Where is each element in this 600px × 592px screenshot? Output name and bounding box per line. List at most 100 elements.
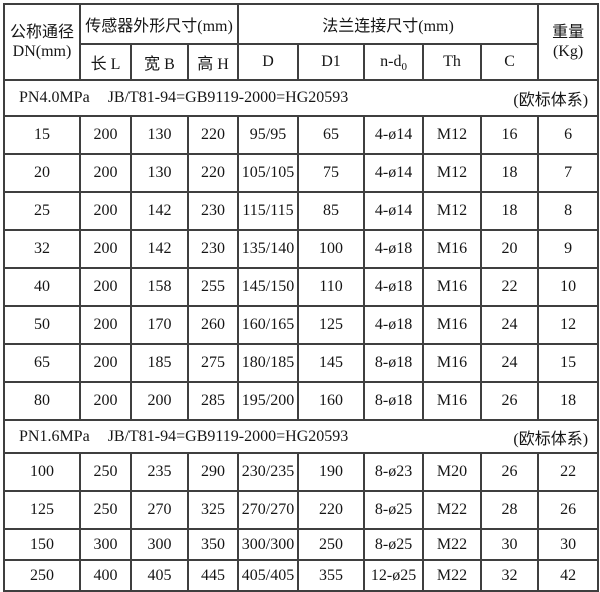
cell-width-b: 170 (130, 305, 189, 345)
header-weight-line2: (Kg) (552, 43, 584, 60)
cell-n-d0: 8-ø23 (363, 452, 425, 492)
table-row: 40 200 158 255 145/150 110 4-ø18 M16 22 … (3, 267, 600, 307)
cell-weight: 42 (537, 559, 600, 592)
table-row: 150 300 300 350 300/300 250 8-ø25 M22 30… (3, 528, 600, 561)
cell-dn: 15 (3, 115, 81, 155)
cell-th: M22 (422, 559, 483, 592)
cell-width-b: 130 (130, 153, 189, 193)
header-sensor-group: 传感器外形尺寸(mm) (78, 3, 240, 45)
section-standard-label: JB/T81-94=GB9119-2000=HG20593 (107, 89, 349, 106)
cell-weight: 9 (537, 229, 600, 269)
table-row: 65 200 185 275 180/185 145 8-ø18 M16 24 … (3, 343, 600, 383)
cell-width-b: 185 (130, 343, 189, 383)
cell-d: 135/140 (237, 229, 300, 269)
table-row: 20 200 130 220 105/105 75 4-ø14 M12 18 7 (3, 153, 600, 193)
cell-height-h: 285 (186, 381, 240, 421)
cell-height-h: 290 (186, 452, 240, 492)
spec-table: 公称通径 DN(mm) 传感器外形尺寸(mm) 法兰连接尺寸(mm) 重量 (K… (2, 3, 600, 592)
table-row: 100 250 235 290 230/235 190 8-ø23 M20 26… (3, 452, 600, 492)
cell-c: 22 (480, 267, 540, 307)
cell-c: 28 (480, 490, 540, 530)
cell-weight: 7 (537, 153, 600, 193)
cell-weight: 6 (537, 115, 600, 155)
cell-th: M22 (422, 490, 483, 530)
cell-length-l: 250 (79, 490, 132, 530)
header-dn-line1: 公称通径 (9, 24, 74, 41)
cell-weight: 26 (537, 490, 600, 530)
section-note-label: (欧标体系) (513, 430, 589, 448)
cell-height-h: 220 (186, 115, 240, 155)
cell-length-l: 400 (79, 559, 132, 592)
table-row: 25 200 142 230 115/115 85 4-ø14 M12 18 8 (3, 191, 600, 231)
cell-width-b: 142 (130, 229, 189, 269)
cell-c: 20 (480, 229, 540, 269)
cell-d1: 190 (297, 452, 366, 492)
section-pn-label: PN1.6MPa (19, 427, 90, 445)
table-row: 125 250 270 325 270/270 220 8-ø25 M22 28… (3, 490, 600, 530)
cell-th: M22 (422, 528, 483, 561)
cell-length-l: 200 (79, 305, 132, 345)
cell-length-l: 200 (79, 381, 132, 421)
cell-weight: 10 (537, 267, 600, 307)
cell-weight: 22 (537, 452, 600, 492)
cell-th: M16 (422, 229, 483, 269)
cell-th: M16 (422, 381, 483, 421)
cell-length-l: 250 (79, 452, 132, 492)
cell-height-h: 230 (186, 229, 240, 269)
cell-d: 145/150 (237, 267, 300, 307)
section-row-pn40: PN4.0MPa JB/T81-94=GB9119-2000=HG20593 (… (2, 79, 600, 117)
cell-dn: 150 (3, 528, 81, 561)
cell-height-h: 255 (186, 267, 240, 307)
cell-height-h: 350 (186, 528, 240, 561)
cell-n-d0: 12-ø25 (363, 559, 425, 592)
cell-th: M16 (422, 305, 483, 345)
cell-height-h: 230 (186, 191, 240, 231)
cell-c: 32 (480, 559, 540, 592)
header-c: C (480, 43, 540, 81)
cell-d1: 85 (297, 191, 366, 231)
cell-th: M12 (422, 191, 483, 231)
cell-c: 24 (480, 343, 540, 383)
cell-height-h: 260 (186, 305, 240, 345)
cell-length-l: 200 (79, 153, 132, 193)
cell-d1: 125 (297, 305, 366, 345)
cell-weight: 30 (537, 528, 600, 561)
section-cell-pn40: PN4.0MPa JB/T81-94=GB9119-2000=HG20593 (… (2, 79, 600, 117)
cell-dn: 40 (3, 267, 81, 307)
header-n-d0-base: n-d (380, 53, 402, 70)
cell-d: 300/300 (237, 528, 300, 561)
section-cell-pn16: PN1.6MPa JB/T81-94=GB9119-2000=HG20593 (… (2, 419, 600, 454)
cell-weight: 18 (537, 381, 600, 421)
section-standard-label: JB/T81-94=GB9119-2000=HG20593 (107, 427, 349, 445)
cell-th: M12 (422, 153, 483, 193)
header-flange-group: 法兰连接尺寸(mm) (237, 3, 540, 45)
cell-d1: 355 (297, 559, 366, 592)
header-d1: D1 (297, 43, 366, 81)
cell-d1: 65 (297, 115, 366, 155)
cell-n-d0: 8-ø18 (363, 381, 425, 421)
cell-width-b: 130 (130, 115, 189, 155)
header-height-h: 高 H (186, 43, 240, 81)
section-note-label: (欧标体系) (513, 92, 589, 109)
cell-c: 24 (480, 305, 540, 345)
cell-dn: 32 (3, 229, 81, 269)
cell-d: 160/165 (237, 305, 300, 345)
header-row-1: 公称通径 DN(mm) 传感器外形尺寸(mm) 法兰连接尺寸(mm) 重量 (K… (3, 3, 600, 81)
cell-n-d0: 4-ø18 (363, 267, 425, 307)
cell-width-b: 158 (130, 267, 189, 307)
cell-length-l: 200 (79, 191, 132, 231)
cell-width-b: 200 (130, 381, 189, 421)
header-dn: 公称通径 DN(mm) (3, 3, 81, 81)
cell-d: 105/105 (237, 153, 300, 193)
section-pn-label: PN4.0MPa (19, 89, 90, 106)
cell-th: M12 (422, 115, 483, 155)
cell-width-b: 270 (130, 490, 189, 530)
cell-d1: 110 (297, 267, 366, 307)
table-row: 32 200 142 230 135/140 100 4-ø18 M16 20 … (3, 229, 600, 269)
cell-length-l: 200 (79, 115, 132, 155)
cell-dn: 65 (3, 343, 81, 383)
section-row-pn16: PN1.6MPa JB/T81-94=GB9119-2000=HG20593 (… (2, 419, 600, 454)
cell-d1: 145 (297, 343, 366, 383)
cell-n-d0: 4-ø14 (363, 153, 425, 193)
